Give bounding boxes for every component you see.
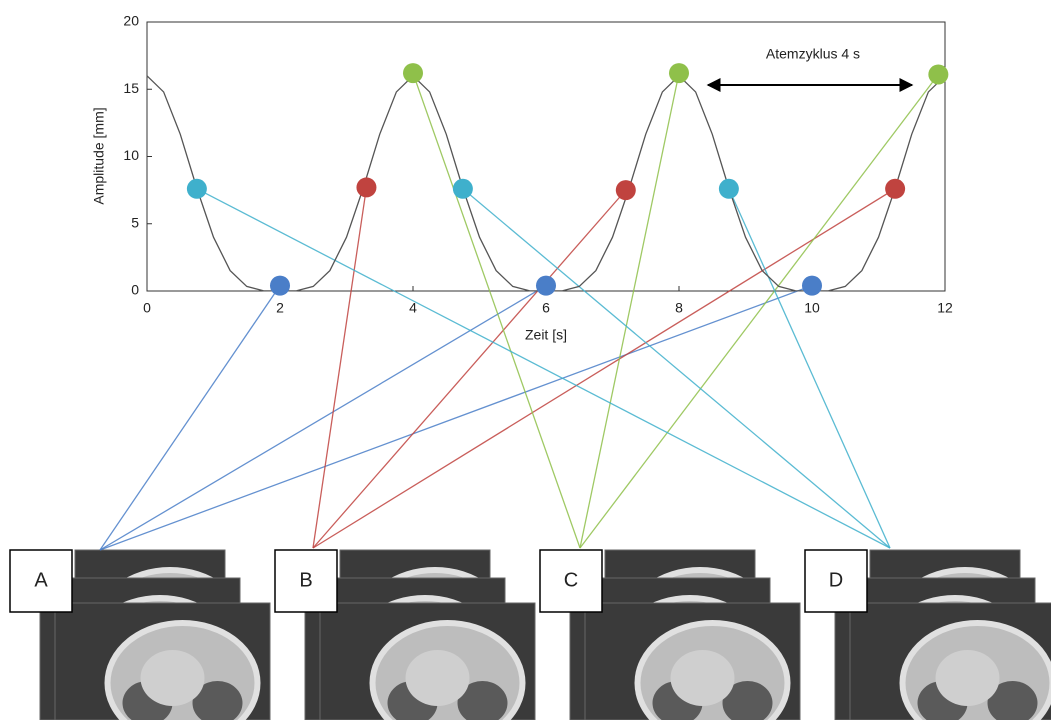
- connector: [313, 190, 626, 548]
- x-tick-label: 8: [675, 300, 683, 316]
- connector: [100, 286, 280, 550]
- connector: [729, 189, 890, 548]
- x-tick-label: 2: [276, 300, 284, 316]
- connector: [580, 74, 938, 548]
- panel-label: C: [564, 569, 578, 591]
- phase-point: [187, 179, 207, 199]
- ct-organ: [141, 650, 205, 706]
- annotation: Atemzyklus 4 s: [766, 46, 860, 62]
- phase-point: [536, 276, 556, 296]
- phase-point: [885, 179, 905, 199]
- panel-label: D: [829, 569, 843, 591]
- phase-point: [356, 177, 376, 197]
- phase-point: [403, 63, 423, 83]
- connector: [463, 189, 890, 548]
- y-tick-label: 5: [131, 214, 139, 230]
- phase-point: [719, 179, 739, 199]
- x-tick-label: 10: [804, 300, 820, 316]
- phase-point: [928, 64, 948, 84]
- y-tick-label: 15: [123, 80, 139, 96]
- ct-organ: [936, 650, 1000, 706]
- x-axis-title: Zeit [s]: [525, 327, 567, 343]
- connector: [100, 286, 812, 550]
- connector: [313, 187, 366, 548]
- phase-point: [616, 180, 636, 200]
- figure: Zeit [s] Amplitude [mm] Atemzyklus 4 s 0…: [0, 0, 1051, 720]
- connector: [100, 286, 546, 550]
- y-tick-label: 20: [123, 13, 139, 29]
- connector: [580, 73, 679, 548]
- panel-label: B: [299, 569, 312, 591]
- x-tick-label: 6: [542, 300, 550, 316]
- y-axis-title: Amplitude [mm]: [91, 107, 107, 204]
- x-tick-label: 0: [143, 300, 151, 316]
- plot-frame: [147, 22, 945, 291]
- x-tick-label: 12: [937, 300, 953, 316]
- connector: [413, 73, 580, 548]
- panel-label: A: [34, 569, 48, 591]
- connector: [197, 189, 890, 548]
- y-tick-label: 0: [131, 282, 139, 298]
- y-tick-label: 10: [123, 147, 139, 163]
- connector: [313, 189, 895, 548]
- phase-point: [453, 179, 473, 199]
- ct-organ: [671, 650, 735, 706]
- phase-point: [802, 276, 822, 296]
- phase-point: [270, 276, 290, 296]
- phase-point: [669, 63, 689, 83]
- ct-organ: [406, 650, 470, 706]
